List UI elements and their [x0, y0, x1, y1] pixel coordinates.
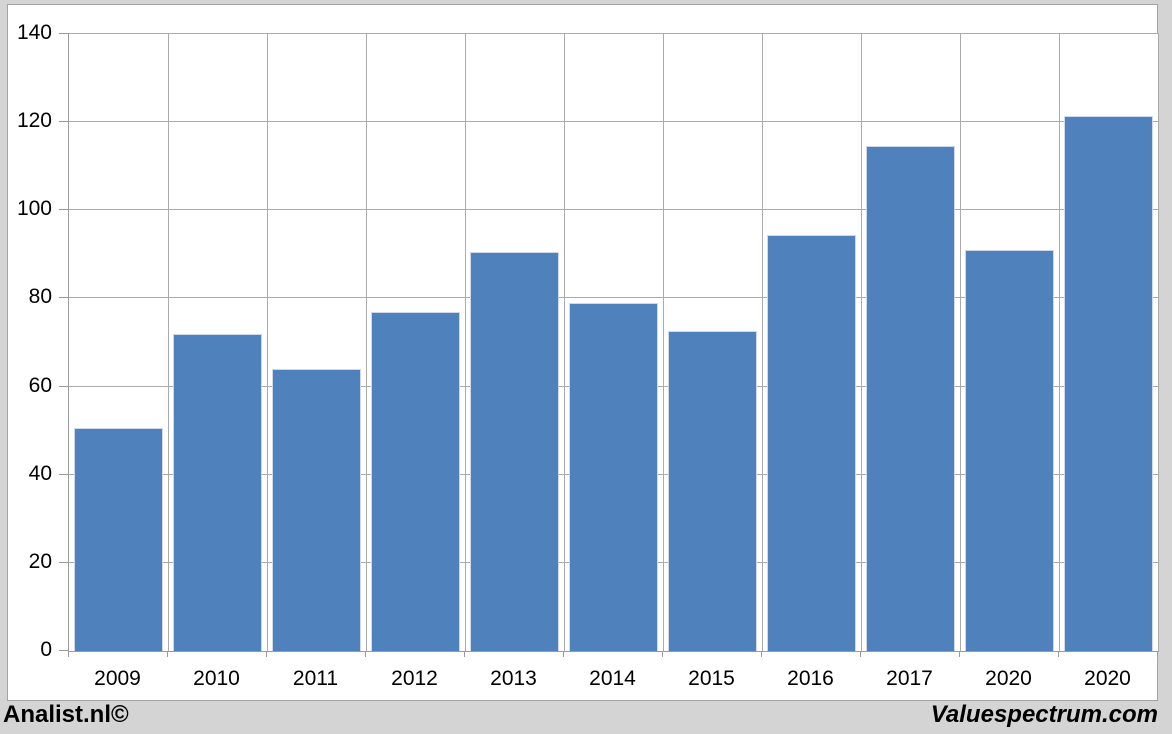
gridline-vertical — [267, 34, 268, 651]
x-tick-mark — [959, 651, 960, 657]
gridline-vertical — [366, 34, 367, 651]
bar-2020 — [964, 249, 1055, 651]
y-tick-mark — [59, 650, 68, 651]
bar-2013 — [469, 252, 560, 651]
x-tick-mark — [662, 651, 663, 657]
gridline-vertical — [861, 34, 862, 651]
x-tick-label: 2013 — [490, 667, 537, 690]
y-tick-mark — [59, 385, 68, 387]
gridline-vertical — [762, 34, 763, 651]
gridline-vertical — [960, 34, 961, 651]
bar-2017 — [865, 146, 956, 651]
y-tick-mark — [59, 121, 68, 123]
x-tick-mark — [266, 651, 267, 657]
gridline-vertical — [663, 34, 664, 651]
gridline-vertical — [1059, 34, 1060, 651]
x-tick-label: 2012 — [391, 667, 438, 690]
x-tick-label: 2010 — [193, 667, 240, 690]
x-tick-mark — [464, 651, 465, 657]
x-tick-label: 2020 — [985, 667, 1032, 690]
bar-2015 — [667, 331, 758, 651]
bar-2014 — [568, 302, 659, 651]
bar-2009 — [73, 428, 164, 651]
x-tick-label: 2015 — [688, 667, 735, 690]
chart-panel: 0 20 40 60 80 100 120 140 2009 2010 2011 2012 2013 2… — [7, 4, 1159, 701]
y-tick-label: 80 — [28, 285, 52, 309]
gridline-vertical — [564, 34, 565, 651]
x-tick-mark — [1058, 651, 1059, 657]
y-tick-label: 0 — [40, 638, 52, 661]
valuespectrum-credit: Valuespectrum.com — [930, 701, 1158, 728]
y-tick-label: 100 — [16, 197, 52, 221]
x-tick-label: 2014 — [589, 667, 636, 690]
gridline-vertical — [465, 34, 466, 651]
x-tick-label: 2009 — [94, 667, 141, 690]
bar-2016 — [766, 234, 857, 651]
y-tick-mark — [59, 473, 68, 475]
bar-2010 — [172, 333, 263, 651]
y-tick-mark — [59, 297, 68, 299]
x-tick-mark — [1157, 651, 1158, 657]
plot-area — [68, 33, 1159, 652]
y-tick-mark — [59, 33, 68, 34]
y-tick-mark — [59, 561, 68, 563]
analist-credit: Analist.nl© — [3, 701, 129, 728]
y-tick-label: 40 — [28, 461, 52, 485]
y-tick-label: 140 — [16, 21, 52, 44]
x-tick-mark — [365, 651, 366, 657]
x-tick-label: 2011 — [292, 667, 339, 690]
y-tick-label: 120 — [16, 109, 52, 133]
gridline-horizontal — [69, 297, 1158, 299]
x-tick-label: 2016 — [787, 667, 834, 690]
x-tick-mark — [860, 651, 861, 657]
y-tick-label: 20 — [28, 549, 52, 573]
x-tick-mark — [167, 651, 168, 657]
bar-2011 — [271, 368, 362, 651]
y-tick-label: 60 — [28, 373, 52, 397]
gridline-horizontal — [69, 209, 1158, 211]
x-tick-mark — [761, 651, 762, 657]
x-tick-mark — [68, 651, 69, 657]
gridline-vertical — [168, 34, 169, 651]
x-tick-label: 2017 — [886, 667, 933, 690]
bar-2012 — [370, 311, 461, 651]
x-tick-label: 2020 — [1084, 667, 1131, 690]
bar-2020 — [1063, 115, 1154, 651]
y-tick-mark — [59, 209, 68, 211]
x-tick-mark — [563, 651, 564, 657]
gridline-horizontal — [69, 121, 1158, 123]
